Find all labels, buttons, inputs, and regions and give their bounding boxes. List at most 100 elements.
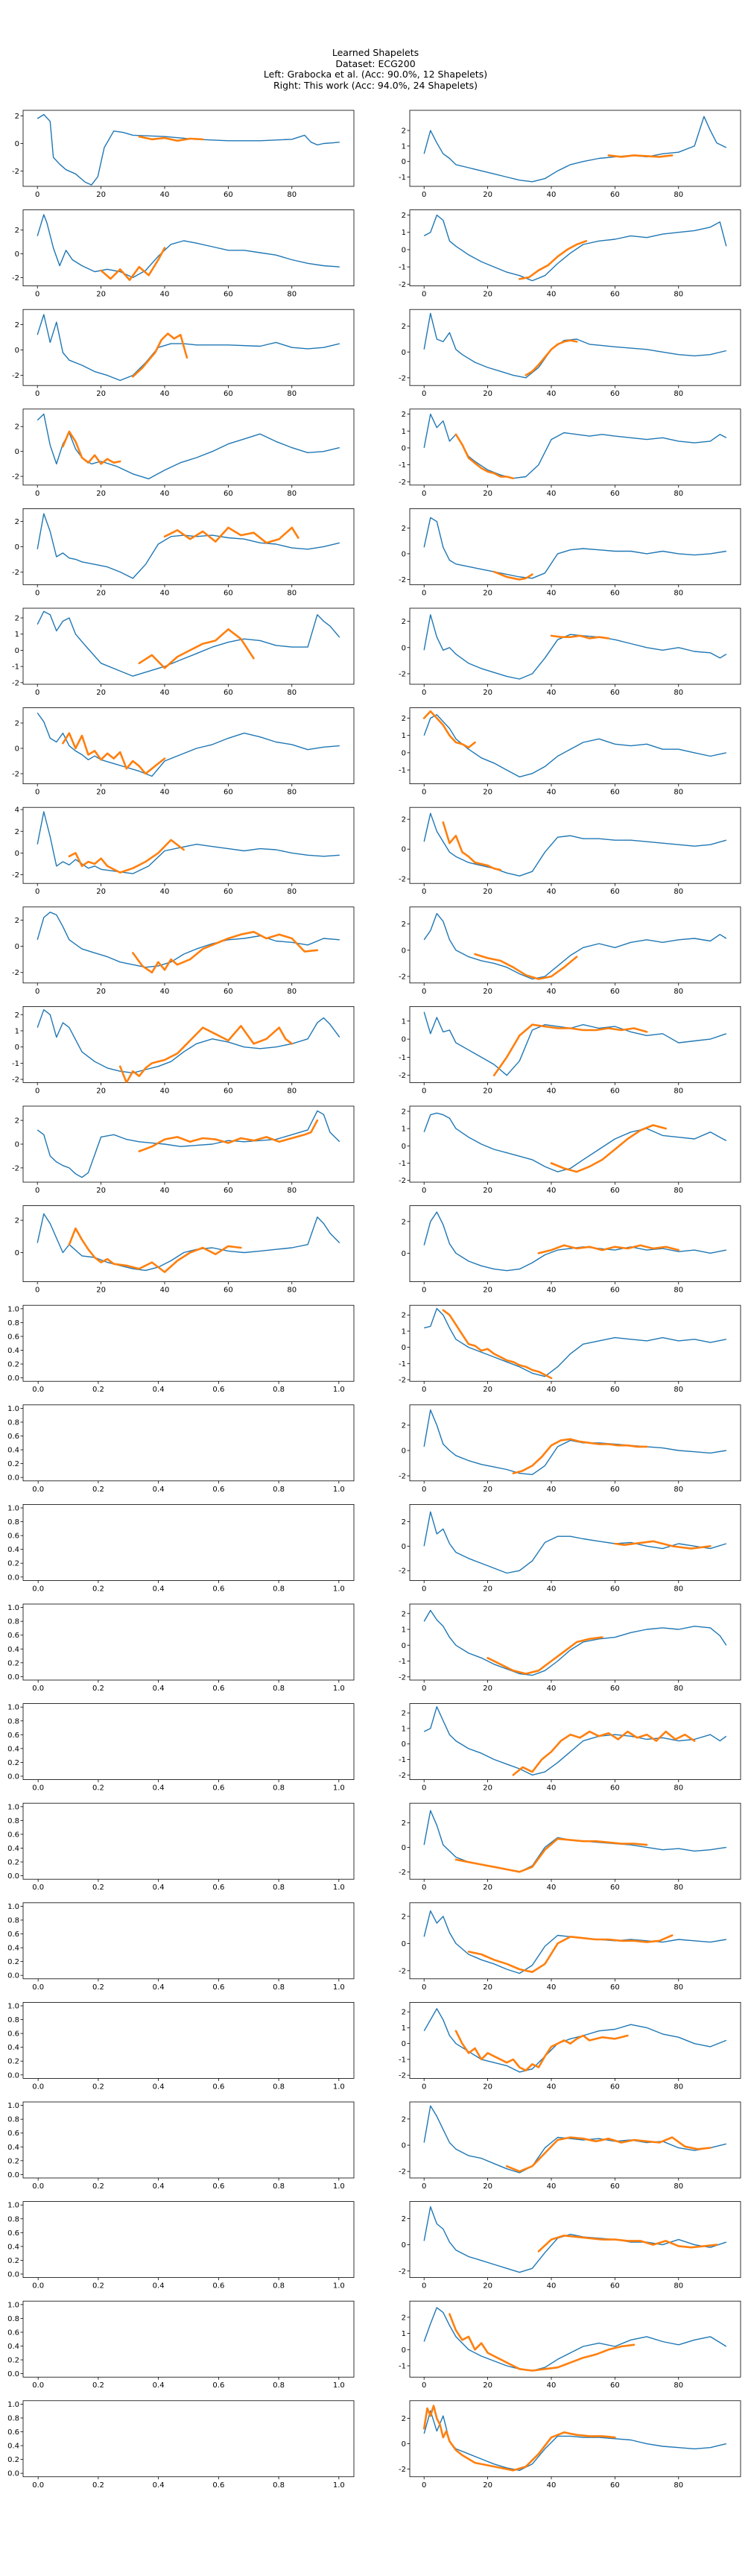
x-tick-label: 0 <box>422 689 426 697</box>
x-tick-label: 20 <box>483 2182 492 2191</box>
x-tick-label: 0.0 <box>32 2083 44 2091</box>
y-tick-label: -2 <box>12 1164 19 1172</box>
x-tick-label: 60 <box>610 291 620 299</box>
y-tick-label: 0.2 <box>7 2257 19 2265</box>
x-tick-label: 20 <box>483 2381 492 2390</box>
panel-frame <box>409 1304 741 1382</box>
y-tick-label: 2 <box>402 816 406 824</box>
y-tick-label: 0 <box>15 1141 19 1149</box>
y-tick-label: -2 <box>399 876 406 884</box>
x-tick-label: 20 <box>96 789 106 797</box>
y-tick-label: 1.0 <box>7 2401 19 2409</box>
y-tick-label: 0 <box>15 250 19 259</box>
x-tick-label: 1.0 <box>333 1585 345 1593</box>
y-tick-label: 2 <box>402 2314 406 2322</box>
ecg-series-line <box>423 1609 727 1676</box>
y-tick-label: -2 <box>399 1967 406 1975</box>
x-tick-label: 80 <box>674 2182 683 2191</box>
y-tick-label: 0 <box>402 1642 406 1650</box>
x-tick-label: 1.0 <box>333 2481 345 2490</box>
x-tick-label: 0.2 <box>92 1784 104 1793</box>
x-tick-label: 0 <box>35 589 39 597</box>
x-tick-label: 80 <box>674 291 683 299</box>
x-tick-label: 80 <box>287 490 297 498</box>
x-tick-label: 20 <box>483 1784 492 1793</box>
x-tick-label: 80 <box>287 589 297 597</box>
y-tick-label: 1.0 <box>7 1803 19 1811</box>
ecg-series-line <box>423 1011 727 1076</box>
y-tick-label: 0 <box>402 1543 406 1551</box>
x-tick-label: 0 <box>422 789 426 797</box>
y-tick-label: 1.0 <box>7 2301 19 2309</box>
x-tick-label: 40 <box>547 2481 557 2490</box>
right-panel-16: 0 20 40 60 80 2 1 0 -1 -2 <box>399 1603 741 1693</box>
x-tick-label: 0.8 <box>273 1685 285 1693</box>
x-tick-label: 60 <box>610 1784 620 1793</box>
x-tick-label: 20 <box>483 1585 492 1593</box>
x-tick-label: 0.6 <box>212 1884 224 1892</box>
x-tick-label: 60 <box>224 888 233 896</box>
x-tick-label: 40 <box>160 888 170 896</box>
x-tick-label: 20 <box>483 589 492 597</box>
y-tick-label: 1 <box>15 1027 19 1035</box>
x-tick-label: 0.4 <box>153 2182 165 2191</box>
x-tick-label: 0.0 <box>32 1884 44 1892</box>
y-tick-label: 0.6 <box>7 2030 19 2039</box>
y-tick-label: 0.8 <box>7 1418 19 1427</box>
x-tick-label: 80 <box>674 490 683 498</box>
y-tick-label: 0 <box>402 444 406 452</box>
x-tick-label: 0.2 <box>92 1386 104 1394</box>
figure-title-line-1: Learned Shapelets <box>332 47 419 58</box>
x-tick-label: 40 <box>160 291 170 299</box>
panel-frame <box>409 2201 741 2279</box>
y-tick-label: 1 <box>402 1126 406 1134</box>
panel-frame <box>409 1902 741 1980</box>
x-tick-label: 0.4 <box>153 1884 165 1892</box>
x-tick-label: 40 <box>547 888 557 896</box>
panel-frame <box>22 209 355 287</box>
ecg-series-line <box>423 413 727 479</box>
x-tick-label: 1.0 <box>333 1784 345 1793</box>
x-tick-label: 0.2 <box>92 1884 104 1892</box>
y-tick-label: 0.4 <box>7 1347 19 1355</box>
y-tick-label: 0.8 <box>7 1817 19 1825</box>
y-tick-label: 0 <box>402 1143 406 1151</box>
shapelet-line <box>68 1227 242 1273</box>
x-tick-label: 0 <box>422 988 426 996</box>
ecg-series-line <box>37 712 340 777</box>
right-panel-20: 0 20 40 60 80 2 1 0 -1 -2 <box>399 2001 741 2091</box>
shapelet-line <box>454 2030 629 2072</box>
left-panel-24: 0.0 0.2 0.4 0.6 0.8 1.0 0.0 0.2 0.4 0.6 0.8 1.0 <box>7 2400 355 2490</box>
x-tick-label: 40 <box>547 1685 557 1693</box>
x-tick-label: 20 <box>483 1983 492 1992</box>
right-panel-17: 0 20 40 60 80 2 1 0 -1 -2 <box>399 1703 741 1793</box>
ecg-series-line <box>423 1409 726 1476</box>
y-tick-label: 0 <box>15 745 19 754</box>
x-tick-label: 80 <box>674 2381 683 2390</box>
panel-frame <box>409 1404 741 1482</box>
x-tick-label: 0 <box>422 589 426 597</box>
x-tick-label: 0.0 <box>32 2481 44 2490</box>
x-tick-label: 60 <box>610 1187 620 1195</box>
x-tick-label: 0.0 <box>32 1784 44 1793</box>
y-tick-label: 0.0 <box>7 2470 19 2478</box>
shapelet-line <box>512 1438 648 1474</box>
x-tick-label: 60 <box>610 2182 620 2191</box>
y-tick-label: 0.6 <box>7 1532 19 1541</box>
y-tick-label: 0 <box>15 140 19 148</box>
y-tick-label: 0.8 <box>7 1618 19 1626</box>
y-tick-label: -2 <box>12 1076 19 1085</box>
x-tick-label: 0 <box>422 1983 426 1992</box>
y-tick-label: 0 <box>15 1249 19 1257</box>
x-tick-label: 20 <box>96 490 106 498</box>
y-tick-label: 2 <box>15 615 19 623</box>
y-tick-label: -2 <box>399 670 406 678</box>
y-tick-label: 1 <box>402 732 406 740</box>
x-tick-label: 0 <box>422 2282 426 2291</box>
y-tick-label: 0 <box>402 846 406 854</box>
right-panel-11: 0 20 40 60 80 2 1 0 -1 -2 <box>399 1105 741 1195</box>
panel-frame <box>22 906 355 984</box>
y-tick-label: -2 <box>399 1568 406 1576</box>
